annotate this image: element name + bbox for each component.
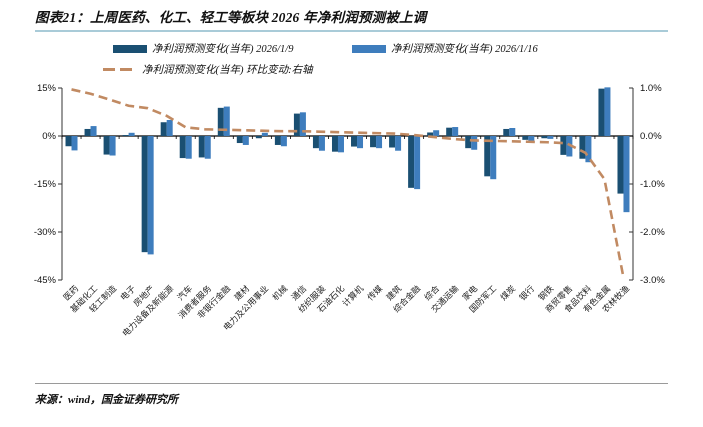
bar-series1-电力设备及新能源	[160, 122, 167, 136]
legend-item-series1: 净利润预测变化(当年) 2026/1/9	[113, 41, 293, 56]
bar-series2-医药	[71, 136, 78, 151]
bar-series1-食品饮料	[579, 136, 586, 159]
bar-series1-农林牧渔	[617, 136, 624, 194]
legend-label-series2: 净利润预测变化(当年) 2026/1/16	[391, 44, 538, 55]
bar-series2-非银行金融	[223, 106, 230, 136]
bar-series1-房地产	[141, 136, 148, 253]
dashed-line-series	[71, 88, 625, 278]
bar-series2-交通运输	[452, 127, 459, 136]
source-divider	[35, 383, 668, 384]
bar-series2-机械	[280, 136, 287, 147]
legend-item-line: 净利润预测变化(当年) 环比变动:右轴	[103, 62, 313, 77]
bar-series2-石油石化	[337, 136, 344, 153]
bar-series1-消费者服务	[198, 136, 205, 158]
bar-series1-电子	[122, 135, 129, 136]
bar-series2-综合	[433, 130, 440, 136]
bar-series1-交通运输	[446, 127, 453, 136]
bar-series2-国防军工	[490, 136, 497, 180]
bar-series1-综合	[427, 132, 434, 136]
bar-series1-轻工制造	[103, 136, 110, 155]
bar-series2-消费者服务	[204, 136, 211, 159]
y-axis-right-tick-label: 1.0%	[640, 82, 662, 94]
bar-series2-电力及公用事业	[261, 132, 268, 136]
bar-series1-电力及公用事业	[255, 136, 262, 139]
bar-series2-传媒	[376, 136, 383, 149]
y-axis-left-tick-label: 15%	[36, 82, 56, 94]
series1-swatch-icon	[113, 44, 147, 53]
bar-series2-电力设备及新能源	[166, 120, 173, 136]
bar-series2-电子	[128, 132, 135, 136]
bar-series1-银行	[522, 136, 529, 140]
y-axis-left-tick-label: -45%	[33, 274, 56, 286]
bar-series1-国防军工	[484, 136, 491, 177]
bar-series1-通信	[293, 113, 300, 136]
legend-label-series1: 净利润预测变化(当年) 2026/1/9	[152, 44, 294, 55]
y-axis-right-tick-label: -1.0%	[640, 178, 665, 190]
y-axis-left-tick-label: -15%	[33, 178, 56, 190]
bar-series2-建材	[242, 136, 249, 145]
series2-swatch-icon	[352, 44, 386, 53]
bar-series2-汽车	[185, 136, 192, 159]
legend-item-series2: 净利润预测变化(当年) 2026/1/16	[352, 41, 538, 56]
bar-series1-商贸零售	[560, 136, 567, 155]
bar-series2-基础化工	[90, 126, 97, 136]
figure-title: 图表21：上周医药、化工、轻工等板块 2026 年净利润预测被上调	[35, 10, 427, 25]
bar-series2-计算机	[357, 136, 364, 149]
bar-series2-商贸零售	[566, 136, 573, 157]
bar-series2-综合金融	[414, 136, 421, 190]
bar-series1-机械	[274, 136, 281, 145]
legend-label-line: 净利润预测变化(当年) 环比变动:右轴	[142, 65, 313, 76]
bar-series2-家电	[471, 136, 478, 150]
bar-series1-综合金融	[408, 136, 415, 188]
bar-series1-计算机	[351, 136, 358, 147]
y-axis-right-tick-label: -2.0%	[640, 226, 665, 238]
bar-series1-纺织服装	[312, 136, 319, 149]
bar-series2-农林牧渔	[623, 136, 630, 213]
bar-series2-有色金属	[604, 87, 611, 136]
bar-series1-石油石化	[331, 136, 338, 152]
bar-series1-汽车	[179, 136, 186, 159]
y-axis-right-tick-label: 0.0%	[640, 130, 662, 142]
bar-series1-钢铁	[541, 136, 548, 139]
y-axis-left-tick-label: -30%	[33, 226, 56, 238]
bar-series1-建材	[236, 136, 243, 144]
bar-series2-煤炭	[509, 128, 516, 136]
y-axis-right-tick-label: -3.0%	[640, 274, 665, 286]
title-divider	[35, 30, 668, 32]
source-note: 来源：wind，国金证券研究所	[35, 394, 179, 406]
bar-series1-家电	[465, 136, 472, 149]
bar-series2-钢铁	[547, 136, 554, 139]
bar-series2-纺织服装	[318, 136, 325, 151]
bar-series2-食品饮料	[585, 136, 592, 163]
bar-series1-建筑	[389, 136, 396, 148]
bar-series2-轻工制造	[109, 136, 116, 156]
bar-series1-传媒	[370, 136, 377, 148]
dashed-line-swatch-icon	[103, 68, 137, 71]
y-axis-left-tick-label: 0%	[42, 130, 56, 142]
bar-series1-有色金属	[598, 88, 605, 136]
bar-series1-医药	[65, 136, 72, 147]
bar-series2-通信	[299, 112, 306, 136]
bar-series1-非银行金融	[217, 107, 224, 136]
bar-series2-建筑	[395, 136, 402, 151]
bar-series1-煤炭	[503, 128, 510, 136]
bar-series2-房地产	[147, 136, 154, 255]
bar-series2-银行	[528, 136, 535, 141]
bar-series1-基础化工	[84, 128, 91, 136]
